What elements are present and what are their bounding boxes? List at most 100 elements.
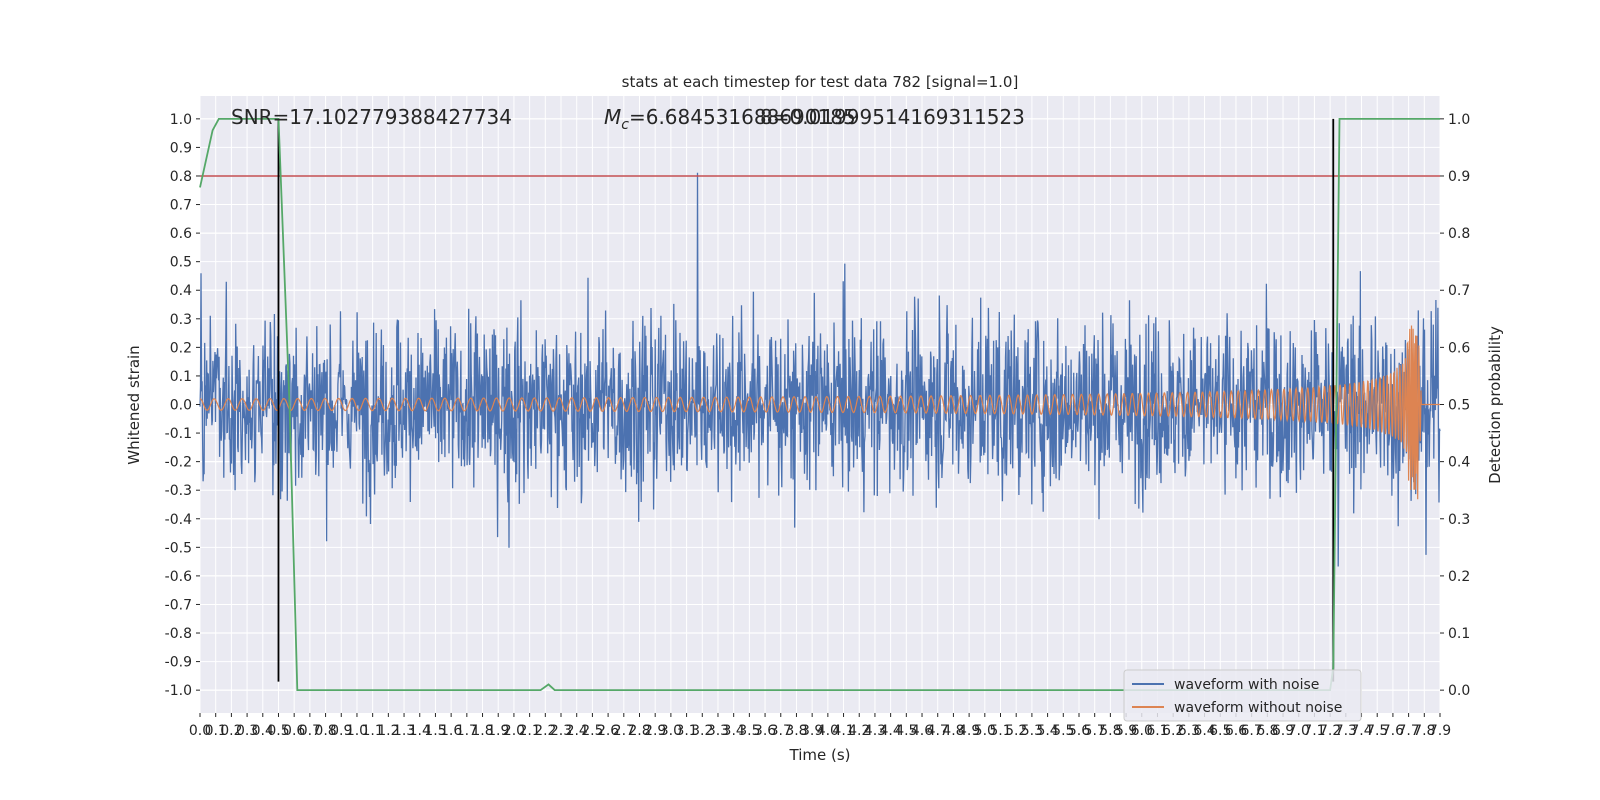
x-tick-label-49: 4.9: [958, 723, 980, 739]
x-tick-label-22: 2.2: [534, 723, 556, 739]
x-tick-label-34: 3.4: [723, 723, 745, 739]
x-tick-label-70: 7.0: [1288, 723, 1310, 739]
x-tick-label-67: 6.7: [1241, 723, 1263, 739]
chart-title: stats at each timestep for test data 782…: [622, 73, 1019, 91]
y-tick-label-left-0: 1.0: [170, 112, 192, 128]
y-tick-label-left-6: 0.4: [170, 283, 192, 299]
x-tick-label-50: 5.0: [974, 723, 996, 739]
x-tick-label-3: 0.3: [236, 723, 258, 739]
clean-trace: [199, 325, 1440, 500]
x-tick-label-36: 3.6: [754, 723, 776, 739]
x-tick-label-57: 5.7: [1084, 723, 1106, 739]
x-tick-label-32: 3.2: [691, 723, 713, 739]
x-tick-label-18: 1.8: [471, 723, 493, 739]
legend: waveform with noise waveform without noi…: [1123, 669, 1362, 722]
x-tick-label-6: 0.6: [283, 723, 305, 739]
y-tick-label-left-4: 0.6: [170, 226, 192, 242]
y-tick-label-right-3: 0.7: [1448, 283, 1470, 299]
x-tick-label-52: 5.2: [1005, 723, 1027, 739]
y-tick-label-left-5: 0.5: [170, 255, 192, 271]
x-tick-label-38: 3.8: [785, 723, 807, 739]
x-tick-label-45: 4.5: [895, 723, 917, 739]
x-tick-label-60: 6.0: [1131, 723, 1153, 739]
y-tick-label-left-8: 0.2: [170, 340, 192, 356]
x-tick-label-15: 1.5: [424, 723, 446, 739]
x-tick-label-55: 5.5: [1052, 723, 1074, 739]
y-axis-label-left: Whitened strain: [125, 345, 143, 464]
x-tick-label-35: 3.5: [738, 723, 760, 739]
x-tick-label-63: 6.3: [1178, 723, 1200, 739]
y-tick-label-right-7: 0.3: [1448, 512, 1470, 528]
x-tick-label-64: 6.4: [1193, 723, 1215, 739]
chirp-mass-annotation: Mc=6.684531688690185: [604, 105, 856, 133]
legend-label-clean: waveform without noise: [1174, 700, 1342, 716]
y-tick-label-left-12: -0.2: [165, 455, 192, 471]
x-tick-label-41: 4.1: [832, 723, 854, 739]
snr-annotation: SNR=17.102779388427734: [231, 105, 512, 129]
y-axis-label-right: Detection probability: [1486, 326, 1504, 484]
series-waveform-without-noise: [199, 325, 1440, 500]
x-tick-label-37: 3.7: [770, 723, 792, 739]
y-tick-label-left-10: 0.0: [170, 398, 192, 414]
x-tick-label-56: 5.6: [1068, 723, 1090, 739]
y-tick-label-left-14: -0.4: [165, 512, 192, 528]
y-ticks-right: 1.0 0.9 0.8 0.7 0.6 0.5 0.4 0.3 0.2 0.1 0.0: [1440, 112, 1470, 699]
x-tick-label-79: 7.9: [1429, 723, 1451, 739]
x-tick-label-47: 4.7: [927, 723, 949, 739]
x-tick-label-7: 0.7: [299, 723, 321, 739]
x-tick-label-21: 2.1: [518, 723, 540, 739]
x-axis-label: Time (s): [789, 746, 851, 764]
x-tick-label-68: 6.8: [1256, 723, 1278, 739]
x-tick-label-5: 0.5: [267, 723, 289, 739]
x-tick-label-43: 4.3: [864, 723, 886, 739]
x-tick-label-0: 0.0: [189, 723, 211, 739]
x-tick-label-51: 5.1: [989, 723, 1011, 739]
x-tick-label-10: 1.0: [346, 723, 368, 739]
y-tick-label-left-1: 0.9: [170, 140, 192, 156]
x-tick-label-69: 6.9: [1272, 723, 1294, 739]
y-tick-label-left-16: -0.6: [165, 569, 192, 585]
x-tick-label-46: 4.6: [911, 723, 933, 739]
y-tick-label-right-6: 0.4: [1448, 455, 1470, 471]
x-tick-label-13: 1.3: [393, 723, 415, 739]
x-tick-label-12: 1.2: [377, 723, 399, 739]
y-tick-label-right-4: 0.6: [1448, 340, 1470, 356]
y-tick-label-right-2: 0.8: [1448, 226, 1470, 242]
legend-box: [1123, 669, 1362, 722]
noise-trace: [199, 172, 1441, 567]
x-tick-label-9: 0.9: [330, 723, 352, 739]
x-tick-label-76: 7.6: [1382, 723, 1404, 739]
x-tick-label-11: 1.1: [362, 723, 384, 739]
x-tick-label-33: 3.3: [707, 723, 729, 739]
x-tick-label-71: 7.1: [1303, 723, 1325, 739]
x-tick-label-29: 2.9: [644, 723, 666, 739]
x-tick-label-16: 1.6: [440, 723, 462, 739]
y-tick-label-left-17: -0.7: [165, 597, 192, 613]
x-tick-label-72: 7.2: [1319, 723, 1341, 739]
y-tick-label-left-13: -0.3: [165, 483, 192, 499]
series-waveform-with-noise: [199, 172, 1441, 567]
x-tick-label-59: 5.9: [1115, 723, 1137, 739]
x-tick-label-1: 0.1: [205, 723, 227, 739]
x-tick-label-53: 5.3: [1021, 723, 1043, 739]
x-tick-label-74: 7.4: [1350, 723, 1372, 739]
x-tick-label-31: 3.1: [675, 723, 697, 739]
x-tick-label-78: 7.8: [1413, 723, 1435, 739]
x-tick-label-44: 4.4: [880, 723, 902, 739]
x-tick-label-54: 5.4: [1036, 723, 1058, 739]
x-tick-label-77: 7.7: [1397, 723, 1419, 739]
x-tick-label-62: 6.2: [1162, 723, 1184, 739]
legend-label-noise: waveform with noise: [1174, 677, 1319, 693]
y-tick-label-right-0: 1.0: [1448, 112, 1470, 128]
parameter-annotation: 8=0.01999514169311523: [760, 105, 1025, 129]
x-tick-label-17: 1.7: [456, 723, 478, 739]
x-tick-label-39: 3.9: [801, 723, 823, 739]
x-tick-label-65: 6.5: [1209, 723, 1231, 739]
y-tick-label-left-2: 0.8: [170, 169, 192, 185]
x-tick-label-73: 7.3: [1335, 723, 1357, 739]
y-tick-label-left-3: 0.7: [170, 198, 192, 214]
x-tick-label-23: 2.3: [550, 723, 572, 739]
x-tick-label-2: 0.2: [220, 723, 242, 739]
y-ticks-left: 1.0 0.9 0.8 0.7 0.6 0.5 0.4 0.3 0.2 0.1 0.0 -0.1 -0.…: [165, 112, 200, 699]
